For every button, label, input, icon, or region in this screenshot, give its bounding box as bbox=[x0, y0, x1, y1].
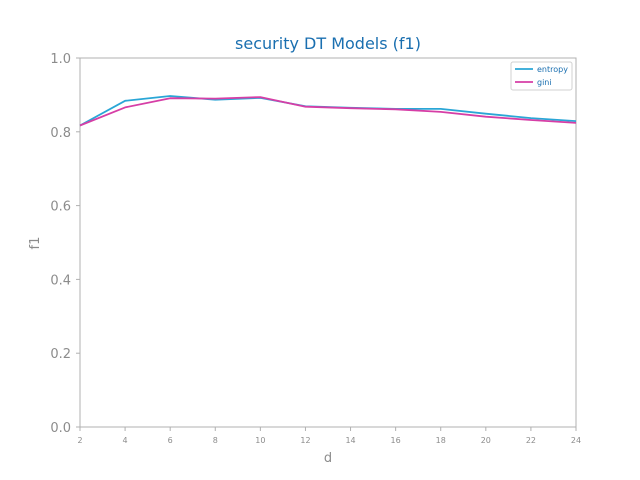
series-line-entropy bbox=[79, 95, 577, 127]
legend-label-gini: gini bbox=[537, 78, 552, 87]
x-tick-label: 4 bbox=[123, 436, 128, 445]
x-tick-label: 12 bbox=[300, 436, 310, 445]
x-tick-label: 24 bbox=[571, 436, 581, 445]
x-tick-label: 6 bbox=[168, 436, 173, 445]
y-tick-label: 1.0 bbox=[50, 52, 71, 67]
x-tick-label: 10 bbox=[255, 436, 265, 445]
series-lines bbox=[79, 95, 577, 127]
y-axis-label: f1 bbox=[28, 237, 43, 250]
chart-title: security DT Models (f1) bbox=[235, 34, 421, 53]
x-tick-label: 8 bbox=[213, 436, 218, 445]
series-line-gini bbox=[79, 96, 577, 127]
y-tick-label: 0.2 bbox=[50, 347, 71, 362]
x-axis-label: d bbox=[324, 451, 332, 466]
x-axis: 2 4 6 8 10 12 14 16 18 20 22 24 bbox=[77, 427, 581, 445]
y-tick-label: 0.6 bbox=[50, 200, 71, 215]
x-tick-label: 16 bbox=[391, 436, 401, 445]
x-tick-label: 22 bbox=[526, 436, 536, 445]
x-tick-label: 14 bbox=[345, 436, 355, 445]
x-tick-label: 2 bbox=[77, 436, 82, 445]
y-tick-label: 0.4 bbox=[50, 273, 71, 288]
legend: entropy gini bbox=[510, 61, 573, 91]
y-tick-label: 0.0 bbox=[50, 421, 71, 436]
x-tick-label: 18 bbox=[436, 436, 446, 445]
plot-frame bbox=[79, 57, 577, 428]
legend-label-entropy: entropy bbox=[537, 65, 568, 74]
x-tick-label: 20 bbox=[481, 436, 491, 445]
y-tick-label: 0.8 bbox=[50, 126, 71, 141]
y-axis: 0.0 0.2 0.4 0.6 0.8 1.0 bbox=[50, 52, 80, 436]
